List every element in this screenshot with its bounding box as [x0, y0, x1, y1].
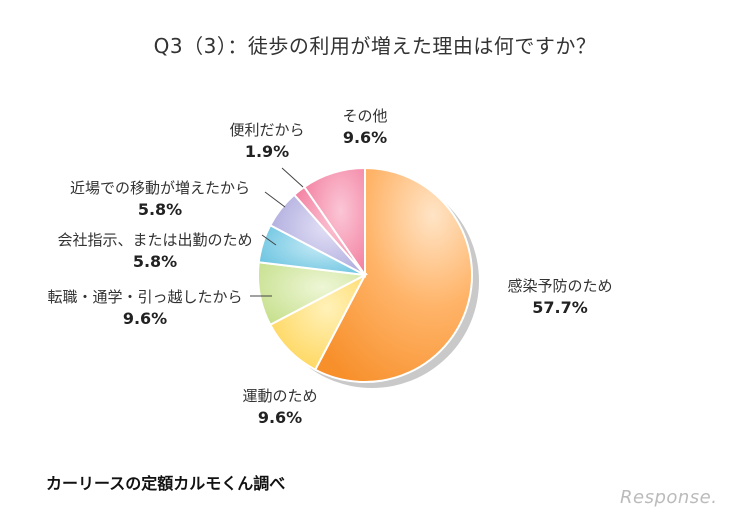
slice-label: 便利だから: [229, 121, 305, 139]
slice-label: その他: [342, 107, 388, 125]
label-nearby: 近場での移動が増えたから 5.8%: [60, 178, 260, 220]
slice-percent: 9.6%: [257, 408, 303, 427]
slice-percent: 5.8%: [132, 252, 178, 271]
leader-line-office: [261, 234, 277, 246]
slice-label: 感染予防のため: [507, 277, 613, 295]
source-note: カーリースの定額カルモくん調べ: [46, 474, 286, 493]
brand-logo: Response.: [620, 487, 718, 508]
label-convenient: 便利だから 1.9%: [222, 120, 312, 162]
label-other: その他 9.6%: [325, 106, 405, 148]
label-office: 会社指示、または出勤のため 5.8%: [50, 230, 260, 272]
slice-percent: 1.9%: [244, 142, 290, 161]
label-exercise: 運動のため 9.6%: [225, 386, 335, 428]
slice-percent: 5.8%: [137, 200, 183, 219]
leader-line-nearby: [264, 191, 286, 208]
chart-title: Q3（3）：徒歩の利用が増えた理由は何ですか？: [153, 34, 597, 58]
slice-label: 会社指示、または出勤のため: [57, 231, 253, 249]
slice-percent: 9.6%: [122, 309, 168, 328]
label-infection: 感染予防のため 57.7%: [500, 276, 620, 318]
slice-other: [302, 166, 366, 279]
slice-label: 運動のため: [242, 387, 318, 405]
slice-percent: 57.7%: [532, 298, 588, 317]
label-move: 転職・通学・引っ越したから 9.6%: [40, 287, 250, 329]
slice-infection-prevention: [313, 166, 473, 383]
slice-label: 転職・通学・引っ越したから: [47, 288, 243, 306]
leader-line-convenient: [281, 167, 304, 188]
slice-percent: 9.6%: [342, 128, 388, 147]
slice-label: 近場での移動が増えたから: [69, 179, 250, 197]
